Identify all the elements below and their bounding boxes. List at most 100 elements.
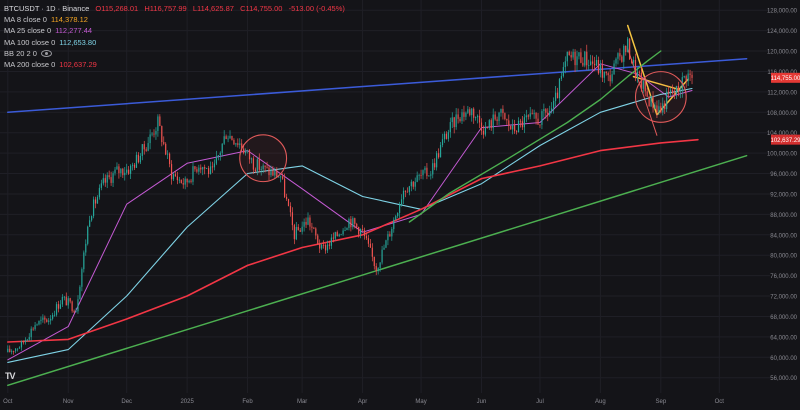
candle-body: [574, 51, 576, 66]
indicator-ma200[interactable]: MA 200 close 0 102,637.29: [4, 59, 345, 70]
candle-body: [231, 135, 233, 140]
candle-body: [664, 103, 666, 110]
ma200-line: [7, 138, 699, 343]
candle-body: [20, 341, 23, 348]
candle-body: [270, 170, 272, 176]
candle-body: [484, 127, 486, 135]
candle-body: [340, 234, 342, 236]
candle-body: [478, 115, 481, 123]
candle-body: [151, 133, 153, 135]
candle-body: [98, 187, 101, 198]
candle-body: [566, 51, 568, 62]
indicator-ma25[interactable]: MA 25 close 0 112,277.44: [4, 25, 345, 36]
candle-body: [488, 120, 490, 129]
candle-body: [356, 223, 358, 227]
candle-body: [239, 143, 241, 145]
candle-body: [338, 234, 340, 237]
candle-body: [438, 153, 440, 158]
time-axis[interactable]: Oct Nov Dec 2025 Feb Mar Apr May Jun Jul Aug Sep Oct: [3, 399, 724, 405]
candle-body: [660, 106, 662, 113]
candle-body: [65, 296, 67, 306]
candle-body: [229, 135, 231, 139]
candle-body: [96, 197, 99, 204]
candle-body: [449, 122, 451, 133]
candle-body: [278, 176, 280, 178]
candle-body: [46, 319, 48, 322]
indicator-value: 112,653.80: [59, 37, 97, 47]
candle-body: [363, 230, 366, 237]
indicator-ma100[interactable]: MA 100 close 0 112,653.80: [4, 37, 345, 48]
candle-body: [529, 113, 531, 117]
candle-body: [556, 92, 559, 99]
candle-body: [553, 100, 555, 109]
time-tick-label: Jun: [477, 399, 487, 405]
candle-body: [297, 226, 299, 231]
price-tick-label: 104,000.00: [767, 131, 798, 137]
candle-body: [646, 91, 648, 97]
candle-body: [16, 348, 19, 350]
candle-body: [336, 232, 338, 237]
candle-body: [584, 51, 586, 66]
indicator-label: MA 100 close 0: [4, 37, 56, 47]
candle-body: [7, 348, 9, 353]
candle-body: [135, 154, 138, 168]
candle-body: [416, 175, 418, 182]
candle-body: [578, 52, 580, 57]
candle-body: [441, 139, 444, 146]
eye-icon[interactable]: [40, 50, 52, 58]
candle-body: [159, 116, 161, 127]
candle-body: [328, 244, 331, 246]
candle-body: [533, 113, 535, 115]
indicator-ma8[interactable]: MA 8 close 0 114,378.12: [4, 14, 345, 25]
candle-body: [377, 267, 379, 271]
candle-body: [500, 108, 502, 113]
candle-body: [13, 351, 15, 352]
symbol-label: BTCUSDT · 1D · Binance: [4, 4, 90, 13]
candle-body: [250, 158, 253, 160]
indicator-bb[interactable]: BB 20 2 0: [4, 48, 345, 59]
candle-body: [496, 119, 498, 122]
candle-body: [562, 67, 564, 77]
candle-body: [630, 59, 633, 63]
indicator-label: MA 8 close 0: [4, 15, 47, 25]
candle-body: [671, 90, 674, 94]
candle-body: [178, 179, 180, 181]
candle-body: [81, 269, 83, 287]
grid-lines: [0, 0, 770, 393]
candle-body: [225, 136, 227, 140]
candle-body: [523, 117, 525, 128]
candle-body: [50, 318, 52, 321]
candle-body: [609, 75, 611, 82]
candle-body: [691, 74, 693, 78]
last-price-badge: 114,755.00: [771, 76, 800, 82]
candle-body: [126, 169, 128, 173]
candle-body: [588, 65, 590, 66]
candle-body: [14, 348, 17, 352]
price-tick-label: 68,000.00: [770, 315, 797, 321]
candle-body: [32, 328, 34, 330]
candle-body: [186, 178, 188, 183]
candle-body: [547, 112, 549, 116]
candle-body: [549, 111, 551, 116]
candle-body: [510, 125, 512, 130]
candle-body: [673, 93, 676, 95]
candle-body: [245, 150, 247, 154]
drawings[interactable]: [239, 71, 687, 183]
candle-body: [473, 108, 475, 118]
price-tick-label: 56,000.00: [770, 376, 797, 382]
candle-body: [188, 180, 190, 183]
candle-body: [243, 148, 245, 154]
candle-body: [30, 328, 32, 338]
candle-body: [447, 132, 449, 139]
candle-body: [512, 124, 514, 130]
candle-body: [295, 226, 297, 240]
candle-body: [352, 218, 354, 228]
candle-body: [623, 45, 625, 62]
moving-averages: [7, 50, 699, 363]
candle-body: [170, 164, 173, 180]
candle-body: [506, 119, 508, 121]
time-tick-label: May: [415, 399, 426, 405]
candle-body: [432, 163, 434, 175]
candle-body: [471, 108, 473, 116]
